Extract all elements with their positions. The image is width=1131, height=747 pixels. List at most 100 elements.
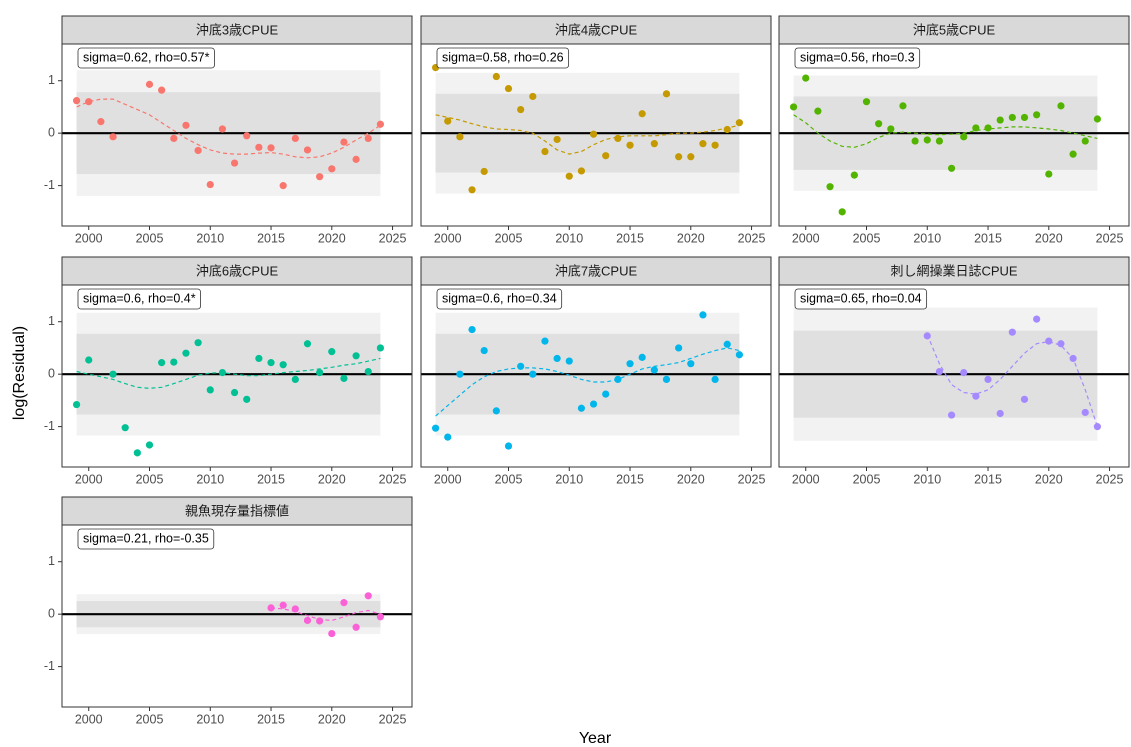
x-tick-label: 2005 xyxy=(853,472,881,486)
point xyxy=(364,367,372,376)
point xyxy=(662,90,671,98)
strip xyxy=(778,15,1130,45)
strip-title: 沖底3歳CPUE xyxy=(196,22,279,37)
x-tick-label: 2025 xyxy=(738,231,766,245)
annotation-box xyxy=(436,47,570,69)
y-tick-label: 0 xyxy=(48,125,55,139)
point xyxy=(529,370,537,378)
y-tick-label: 1 xyxy=(48,554,55,568)
annotation: sigma=0.58, rho=0.26 xyxy=(442,50,564,64)
x-tick-label: 2010 xyxy=(196,231,224,245)
point xyxy=(291,375,299,384)
trend-line xyxy=(435,114,740,155)
point xyxy=(504,442,513,450)
point xyxy=(182,121,190,129)
point xyxy=(255,354,263,363)
point xyxy=(1020,395,1029,403)
x-tick-label: 2010 xyxy=(196,712,224,726)
point xyxy=(699,140,707,148)
point xyxy=(723,125,731,134)
y-tick-label: -1 xyxy=(44,419,55,433)
annotation: sigma=0.6, rho=0.34 xyxy=(442,291,557,305)
x-tick-label: 2015 xyxy=(616,231,644,245)
point xyxy=(711,141,719,149)
point xyxy=(456,370,464,378)
point xyxy=(862,98,871,106)
trend-line xyxy=(76,357,381,389)
point xyxy=(565,357,573,365)
strip-title: 沖底7歳CPUE xyxy=(555,263,638,278)
strip-title: 沖底6歳CPUE xyxy=(196,263,279,278)
point xyxy=(1008,113,1016,122)
point xyxy=(887,125,895,133)
strip-title: 親魚現存量指標値 xyxy=(185,503,289,518)
x-tick-label: 2000 xyxy=(434,472,462,486)
point xyxy=(723,340,731,348)
point xyxy=(316,368,324,377)
point xyxy=(267,359,275,367)
point xyxy=(802,74,810,82)
y-tick-label: 1 xyxy=(48,73,55,87)
x-tick-label: 2015 xyxy=(974,231,1002,245)
point xyxy=(352,623,360,631)
x-tick-label: 2015 xyxy=(257,231,285,245)
point xyxy=(376,613,385,621)
point xyxy=(328,165,336,173)
point xyxy=(279,182,287,190)
point xyxy=(456,133,464,141)
point xyxy=(529,92,537,101)
x-tick-label: 2020 xyxy=(1035,231,1063,245)
point xyxy=(303,146,312,154)
x-tick-label: 2000 xyxy=(792,231,820,245)
point xyxy=(553,135,561,144)
annotation: sigma=0.56, rho=0.3 xyxy=(800,50,915,64)
x-tick-label: 2010 xyxy=(196,472,224,486)
point xyxy=(789,103,798,111)
annotation-box xyxy=(794,288,928,310)
annotation-box xyxy=(77,288,201,310)
point xyxy=(984,124,992,132)
point xyxy=(444,433,452,441)
point xyxy=(243,132,251,140)
point xyxy=(626,360,634,368)
point xyxy=(206,180,214,189)
point xyxy=(267,144,275,152)
point xyxy=(291,134,299,143)
point xyxy=(85,98,93,106)
strip xyxy=(61,256,413,286)
x-tick-label: 2015 xyxy=(616,472,644,486)
point xyxy=(158,86,166,94)
point xyxy=(340,599,348,607)
point xyxy=(72,97,81,105)
point xyxy=(1045,337,1053,345)
point xyxy=(279,601,287,609)
trend-line xyxy=(926,334,1098,427)
point xyxy=(376,344,385,352)
x-tick-label: 2005 xyxy=(853,231,881,245)
point xyxy=(996,116,1004,124)
point xyxy=(602,390,610,398)
x-tick-label: 2010 xyxy=(555,472,583,486)
panel-border xyxy=(61,524,413,708)
point xyxy=(735,119,744,127)
point xyxy=(492,72,500,81)
annotation-box xyxy=(436,288,563,310)
annotation-box xyxy=(77,528,215,550)
point xyxy=(230,159,239,167)
point xyxy=(267,604,275,612)
point xyxy=(340,138,348,146)
annotation: sigma=0.21, rho=-0.35 xyxy=(83,531,209,545)
trend-line xyxy=(435,347,740,417)
point xyxy=(947,164,956,172)
panel-border xyxy=(61,284,413,468)
point xyxy=(1045,170,1053,178)
trend-line xyxy=(76,98,381,159)
point xyxy=(316,173,324,181)
point xyxy=(602,152,610,160)
y-tick-label: 1 xyxy=(48,314,55,328)
point xyxy=(947,411,956,419)
point xyxy=(1081,408,1089,417)
panel-border xyxy=(420,43,772,227)
point xyxy=(352,352,360,360)
